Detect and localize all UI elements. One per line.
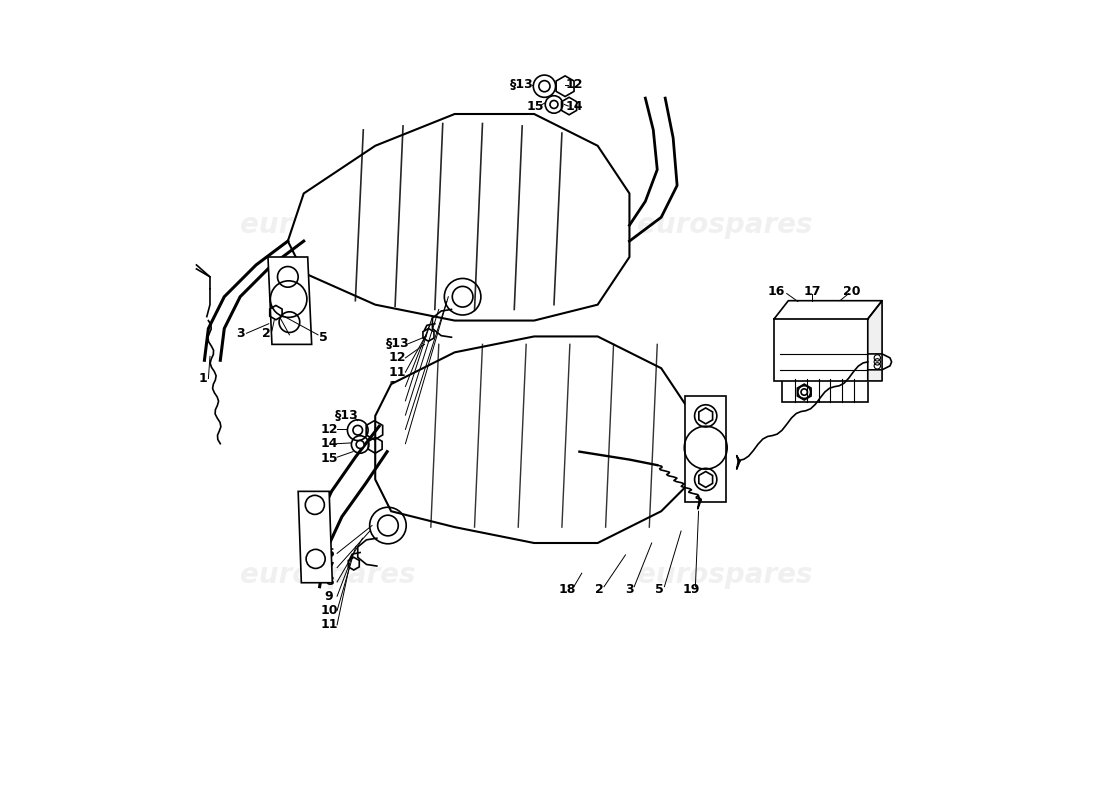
Text: 8: 8 <box>393 409 402 422</box>
Circle shape <box>801 389 807 395</box>
Circle shape <box>356 441 364 449</box>
Text: 9: 9 <box>393 394 402 407</box>
Text: 16: 16 <box>768 285 785 298</box>
Text: 9: 9 <box>324 590 333 602</box>
Text: 14: 14 <box>565 99 583 113</box>
Text: 14: 14 <box>320 437 338 450</box>
Text: 3: 3 <box>235 326 244 340</box>
Text: 11: 11 <box>320 618 338 631</box>
Text: 11: 11 <box>388 366 406 378</box>
Text: 4: 4 <box>289 330 298 344</box>
Text: §13: §13 <box>334 409 359 422</box>
Polygon shape <box>868 301 882 381</box>
Text: 5: 5 <box>319 330 328 344</box>
Polygon shape <box>298 491 332 582</box>
Text: 6: 6 <box>324 547 333 560</box>
Text: eurospares: eurospares <box>637 211 813 239</box>
FancyBboxPatch shape <box>774 319 868 381</box>
Text: 2: 2 <box>262 326 271 340</box>
Text: eurospares: eurospares <box>637 561 813 589</box>
Polygon shape <box>288 114 629 321</box>
Text: 7: 7 <box>324 561 333 574</box>
Circle shape <box>550 101 558 109</box>
FancyBboxPatch shape <box>782 379 868 402</box>
Text: 3: 3 <box>625 582 634 595</box>
Text: 17: 17 <box>803 285 821 298</box>
Circle shape <box>539 81 550 92</box>
Text: 7: 7 <box>393 423 402 436</box>
Text: 6: 6 <box>393 437 402 450</box>
Text: 15: 15 <box>320 452 338 466</box>
Text: 15: 15 <box>526 99 543 113</box>
Polygon shape <box>774 301 882 319</box>
Text: 5: 5 <box>656 582 664 595</box>
Text: 20: 20 <box>843 285 860 298</box>
Text: 1: 1 <box>198 372 207 385</box>
Text: 18: 18 <box>559 582 576 595</box>
Text: §13: §13 <box>509 78 534 91</box>
Polygon shape <box>685 396 726 502</box>
Polygon shape <box>375 337 693 543</box>
Text: eurospares: eurospares <box>240 561 416 589</box>
Text: eurospares: eurospares <box>240 211 416 239</box>
Text: §13: §13 <box>386 337 409 350</box>
Circle shape <box>353 426 363 435</box>
Polygon shape <box>868 354 892 370</box>
Text: 19: 19 <box>683 582 700 595</box>
Text: 10: 10 <box>320 604 338 617</box>
Text: 12: 12 <box>565 78 583 91</box>
Text: 12: 12 <box>388 351 406 364</box>
Polygon shape <box>268 257 311 344</box>
Text: 12: 12 <box>320 423 338 436</box>
Text: 8: 8 <box>324 575 333 589</box>
Text: 2: 2 <box>595 582 604 595</box>
Text: 10: 10 <box>388 380 406 393</box>
